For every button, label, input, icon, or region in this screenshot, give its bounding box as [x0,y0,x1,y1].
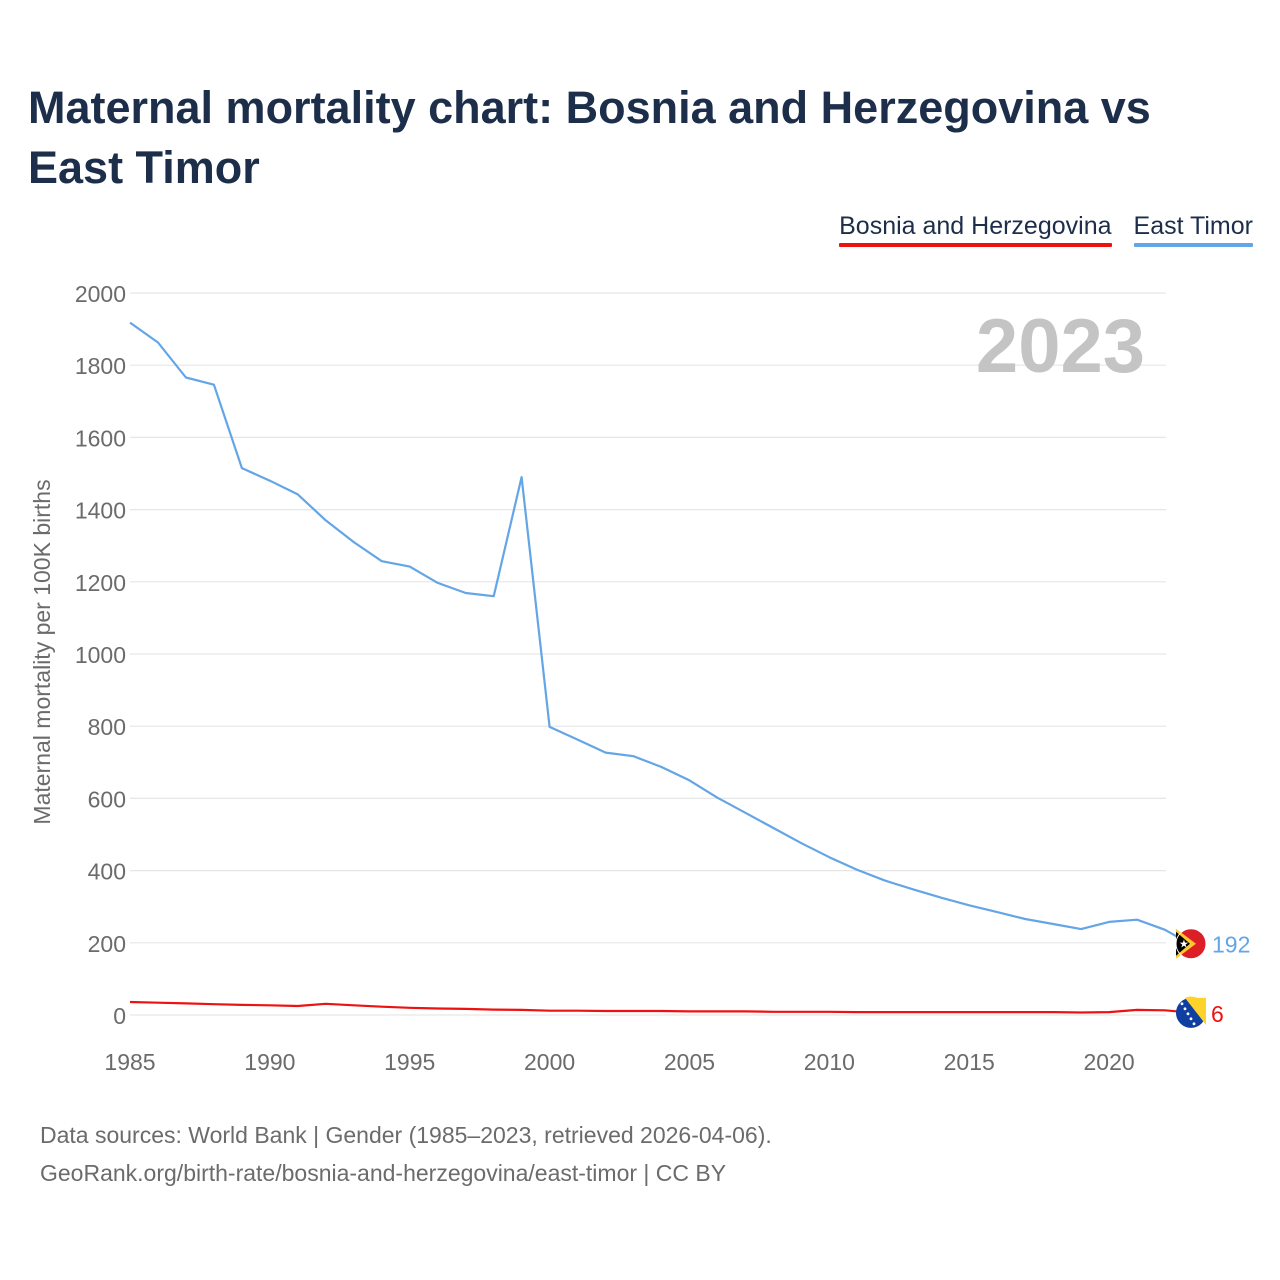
legend-swatch-bosnia [839,243,1112,247]
footer-attribution[interactable]: GeoRank.org/birth-rate/bosnia-and-herzeg… [40,1160,727,1186]
flag-star: ★ [1179,938,1189,951]
legend-item-bosnia[interactable]: Bosnia and Herzegovina [839,212,1112,247]
flag-star-1 [1183,1007,1187,1011]
x-tick-label-1995: 1995 [384,1049,435,1075]
end-value-label-east-timor: 192 [1212,932,1250,958]
series-lines [129,321,1194,1014]
footer-sources: Data sources: World Bank | Gender (1985–… [40,1122,772,1148]
x-axis-ticks: 1985 1990 1995 2000 2005 2010 2015 2020 [104,1049,1134,1075]
y-axis-label: Maternal mortality per 100K births [29,479,55,824]
y-tick-label-2000: 2000 [75,281,126,307]
y-tick-label-1400: 1400 [75,498,126,524]
x-tick-label-2005: 2005 [664,1049,715,1075]
flag-star-2 [1186,1012,1190,1016]
y-tick-label-0: 0 [113,1003,126,1029]
y-tick-label-400: 400 [88,859,126,885]
series-end-markers: 6 ★ 192 [1175,928,1250,1028]
east-timor-flag-icon: ★ [1175,928,1207,960]
x-tick-label-2000: 2000 [524,1049,575,1075]
x-tick-label-1985: 1985 [104,1049,155,1075]
x-tick-label-1990: 1990 [244,1049,295,1075]
x-tick-label-2020: 2020 [1083,1049,1134,1075]
y-tick-label-1600: 1600 [75,425,126,451]
series-line-east-timor [129,321,1194,947]
y-axis-ticks: 0 200 400 600 800 1000 1200 1400 1600 1800 2000 [75,281,126,1029]
end-value-label-bosnia-and-herzegovina: 6 [1211,1001,1224,1027]
bosnia-flag-icon [1176,996,1207,1028]
legend-label-east-timor: East Timor [1133,212,1253,240]
y-tick-label-800: 800 [88,714,126,740]
flag-yellow-arc [1185,996,1207,1013]
y-tick-label-1000: 1000 [75,642,126,668]
legend-label-bosnia: Bosnia and Herzegovina [839,212,1112,240]
legend-item-east-timor[interactable]: East Timor [1133,212,1253,247]
y-tick-label-1200: 1200 [75,570,126,596]
flag-star-3 [1189,1017,1193,1021]
flag-star-0 [1180,1002,1184,1006]
x-tick-label-2010: 2010 [804,1049,855,1075]
flag-border [1175,928,1207,960]
gridlines [130,292,1166,1016]
y-tick-label-600: 600 [88,786,126,812]
flag-black-triangle [1176,931,1190,956]
year-badge: 2023 [976,304,1145,389]
y-tick-label-1800: 1800 [75,353,126,379]
footer: Data sources: World Bank | Gender (1985–… [40,1116,772,1192]
series-line-bosnia-and-herzegovina [129,1000,1194,1014]
legend-swatch-east-timor [1133,243,1253,247]
chart-title: Maternal mortality chart: Bosnia and Her… [28,82,1151,193]
x-tick-label-2015: 2015 [944,1049,995,1075]
y-tick-label-200: 200 [88,931,126,957]
flag-star-4 [1192,1022,1196,1026]
legend: Bosnia and Herzegovina East Timor [839,212,1253,247]
